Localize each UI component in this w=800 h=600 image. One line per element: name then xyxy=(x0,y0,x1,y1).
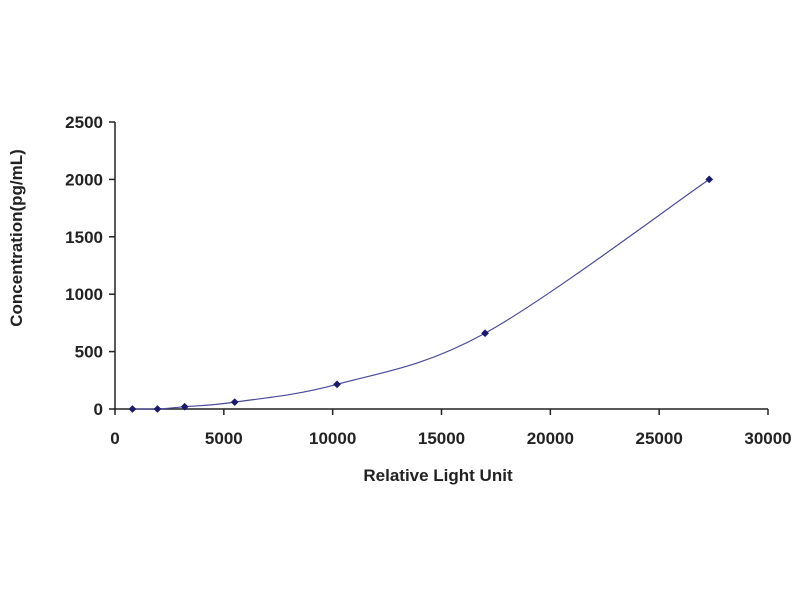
y-tick-label: 2000 xyxy=(65,170,103,189)
x-tick-label: 30000 xyxy=(744,429,791,448)
x-tick-label: 25000 xyxy=(636,429,683,448)
plot-area: 0 500 1000 1500 2000 2500 0 5000 10000 15000 2000… xyxy=(65,113,791,448)
data-point xyxy=(481,329,489,338)
data-point xyxy=(230,398,239,407)
y-tick-label: 2500 xyxy=(65,113,103,132)
fit-curve xyxy=(132,178,710,410)
y-axis-ticks: 0 500 1000 1500 2000 2500 xyxy=(65,113,115,419)
data-point xyxy=(153,405,162,413)
data-point xyxy=(705,175,714,184)
y-axis-title: Concentration(pg/mL) xyxy=(7,149,26,327)
x-axis-title: Relative Light Unit xyxy=(363,466,513,485)
y-tick-label: 0 xyxy=(94,400,103,419)
x-tick-label: 5000 xyxy=(205,429,243,448)
data-point xyxy=(333,380,341,389)
y-tick-label: 500 xyxy=(75,343,103,362)
y-tick-label: 1500 xyxy=(65,228,103,247)
x-tick-label: 0 xyxy=(110,429,119,448)
x-tick-label: 10000 xyxy=(309,429,356,448)
y-tick-label: 1000 xyxy=(65,285,103,304)
x-tick-label: 15000 xyxy=(418,429,465,448)
data-point xyxy=(180,402,189,411)
data-points xyxy=(128,175,714,413)
x-tick-label: 20000 xyxy=(527,429,574,448)
x-axis-ticks: 0 5000 10000 15000 20000 25000 30000 xyxy=(110,409,792,448)
data-point xyxy=(128,405,137,413)
